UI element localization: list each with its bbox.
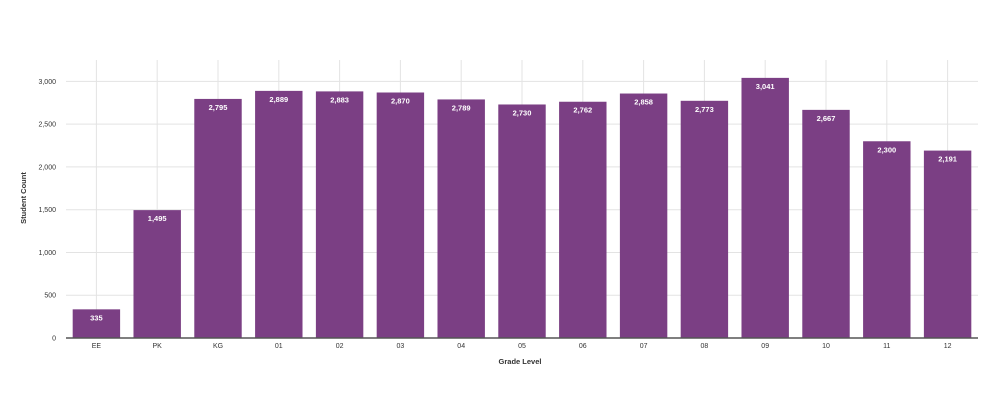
x-tick-label: 08 — [701, 343, 709, 350]
bar-02 — [315, 91, 364, 339]
data-label: 2,300 — [877, 145, 896, 154]
data-label: 2,789 — [452, 103, 471, 112]
bar-PK — [133, 210, 181, 338]
y-tick-label: 1,500 — [38, 207, 56, 214]
bar-03 — [376, 92, 425, 339]
data-label: 2,667 — [817, 114, 836, 123]
x-tick-label: KG — [213, 343, 223, 350]
data-label: 2,889 — [269, 95, 288, 104]
data-label: 2,870 — [391, 97, 410, 106]
data-label: 2,773 — [695, 105, 714, 114]
data-label: 2,730 — [513, 108, 532, 117]
y-tick-label: 3,000 — [38, 79, 56, 86]
data-label: 2,762 — [573, 106, 592, 115]
bars-layer — [72, 77, 972, 339]
bar-09 — [741, 77, 789, 339]
bar-05 — [498, 104, 546, 338]
bar-07 — [619, 93, 668, 339]
y-axis-title: Student Count — [19, 172, 28, 224]
x-tick-label: 01 — [275, 343, 283, 350]
data-label: 2,883 — [330, 95, 349, 104]
bar-08 — [680, 100, 729, 338]
bar-10 — [802, 109, 850, 338]
axis-layer: 0 500 1,000 1,500 2,000 2,500 3,000 EE PK KG 01 02 0… — [38, 79, 978, 350]
y-tick-label: 500 — [44, 293, 56, 300]
y-tick-label: 0 — [52, 336, 56, 343]
bar-01 — [255, 90, 303, 338]
bar-04 — [437, 99, 485, 338]
data-label: 2,795 — [209, 103, 228, 112]
y-tick-label: 1,000 — [38, 250, 56, 257]
x-tick-label: 05 — [518, 343, 526, 350]
data-label: 2,858 — [634, 98, 653, 107]
data-label: 335 — [90, 313, 103, 322]
y-tick-label: 2,000 — [38, 164, 56, 171]
bar-11 — [863, 141, 911, 338]
y-tick-label: 2,500 — [38, 122, 56, 129]
x-tick-label: 02 — [336, 343, 344, 350]
x-tick-label: 09 — [761, 343, 769, 350]
x-tick-label: EE — [92, 343, 102, 350]
x-tick-label: 07 — [640, 343, 648, 350]
data-label: 2,191 — [938, 155, 957, 164]
bar-EE — [72, 309, 121, 338]
data-label: 1,495 — [148, 214, 167, 223]
labels-layer: 335 1,495 2,795 2,889 2,883 2,870 2,789 2,730 2,… — [90, 82, 957, 322]
x-tick-label: 11 — [883, 343, 890, 350]
data-label: 3,041 — [756, 82, 775, 91]
x-axis-title: Grade Level — [499, 357, 542, 366]
bar-12 — [923, 150, 972, 338]
x-tick-label: PK — [153, 343, 163, 350]
x-tick-label: 04 — [457, 343, 465, 350]
x-tick-label: 12 — [944, 343, 952, 350]
bar-KG — [194, 98, 242, 338]
x-tick-label: 10 — [822, 343, 830, 350]
x-tick-label: 06 — [579, 343, 587, 350]
x-tick-label: 03 — [397, 343, 405, 350]
bar-06 — [559, 101, 607, 338]
